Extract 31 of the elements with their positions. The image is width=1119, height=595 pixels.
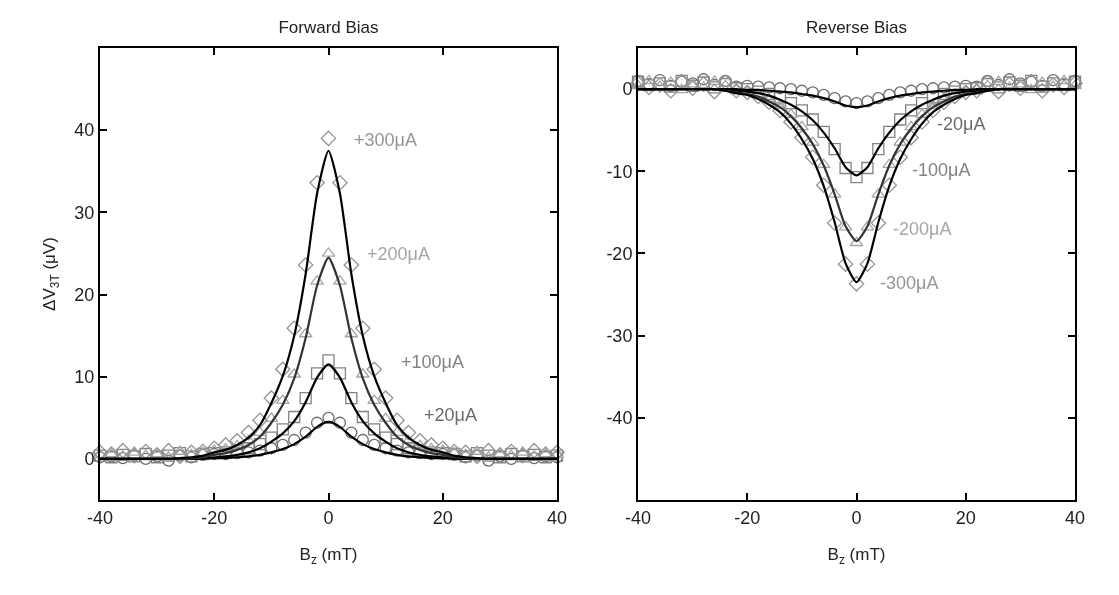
- x-axis-title: B$_{z}$ (mT): [299, 545, 358, 568]
- y-tick-label: 0: [622, 79, 633, 100]
- x-tick-label: -20: [734, 507, 761, 528]
- text: +100μA: [401, 352, 464, 372]
- y-tick-label: -30: [606, 325, 633, 346]
- chart-title: Forward Bias: [278, 18, 379, 38]
- y-tick-label: 0: [84, 449, 95, 470]
- y-tick-label: 10: [74, 367, 95, 388]
- x-tick-label: 0: [851, 507, 862, 528]
- x-tick-label: 40: [1064, 507, 1086, 528]
- y-tick-label: -40: [606, 408, 633, 429]
- series-label: +200μA: [367, 244, 430, 264]
- x-tick-label: -40: [624, 507, 652, 528]
- y-tick-label: 20: [74, 284, 95, 305]
- series-label: -100μA: [912, 160, 971, 180]
- y-tick-label: -20: [606, 243, 633, 264]
- series-label: -200μA: [893, 219, 952, 239]
- y-tick-label: -10: [606, 161, 633, 182]
- series-label: +300μA: [354, 130, 417, 150]
- x-tick-label: 20: [432, 507, 453, 528]
- y-tick-label: 30: [74, 202, 95, 223]
- x-tick-label: 0: [323, 507, 334, 528]
- series-label: +20μA: [424, 405, 477, 425]
- series-label: -20μA: [937, 114, 986, 134]
- series-label: -300μA: [880, 273, 939, 293]
- y-tick-label: 40: [74, 120, 95, 141]
- x-tick-label: -20: [201, 507, 228, 528]
- x-tick-label: 20: [955, 507, 976, 528]
- x-tick-label: 40: [546, 507, 568, 528]
- x-axis-title: B$_{z}$ (mT): [827, 545, 886, 568]
- chart-title: Reverse Bias: [805, 18, 908, 38]
